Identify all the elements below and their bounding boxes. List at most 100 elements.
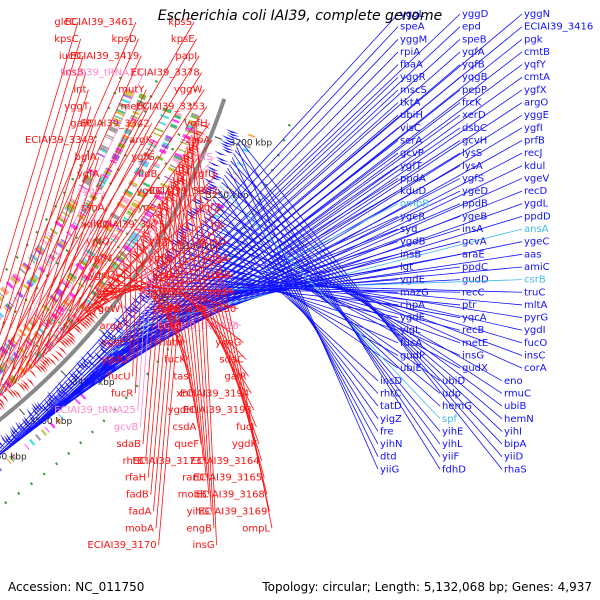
gene-label: tas — [173, 371, 188, 382]
gene-leader-line — [225, 171, 503, 432]
feature-block — [80, 207, 89, 215]
gene-label: kpsC — [54, 34, 78, 45]
reverse-gene-arrow — [115, 272, 127, 281]
feature-block — [109, 265, 118, 272]
forward-gene-arrow — [216, 159, 230, 166]
gene-leader-line — [0, 55, 84, 337]
gene-leader-line — [176, 169, 207, 478]
gene-label: lysS — [462, 148, 482, 159]
forward-gene-arrow — [185, 212, 199, 220]
feature-block — [70, 225, 77, 231]
gene-leader-line — [186, 146, 212, 512]
feature-block — [114, 115, 124, 121]
gene-leader-line — [110, 203, 399, 354]
feature-block — [242, 147, 250, 153]
gene-leader-line — [211, 202, 503, 394]
gene-leader-line — [0, 21, 79, 284]
gene-label: int — [73, 85, 86, 96]
feature-block — [111, 121, 121, 127]
reverse-gene-arrow — [158, 201, 172, 208]
gene-label: ECIAI39_tRNA27 — [60, 68, 142, 79]
gene-leader-line — [116, 270, 126, 326]
feature-block — [78, 184, 88, 190]
feature-block — [0, 287, 8, 296]
feature-block — [114, 148, 123, 154]
feature-block — [115, 111, 125, 117]
reverse-gene-arrow — [66, 333, 77, 344]
gene-leader-line — [217, 188, 379, 419]
gene-label: ECIAI39_tRNA26 — [157, 321, 239, 332]
feature-block — [117, 144, 125, 150]
gene-leader-line — [155, 138, 191, 529]
feature-block — [108, 127, 118, 134]
feature-block — [137, 193, 145, 198]
feature-block — [57, 216, 67, 224]
gene-label: yggL — [400, 9, 425, 20]
gene-label: ygdB — [400, 237, 426, 248]
forward-gene-arrow — [194, 206, 208, 213]
gene-leader-line — [222, 178, 379, 432]
gene-leader-line — [148, 221, 252, 394]
forward-gene-arrow — [106, 332, 117, 342]
gene-leader-line — [105, 190, 461, 359]
gene-label: fucU — [108, 371, 131, 382]
gene-label: ygdI — [524, 325, 546, 336]
feature-block — [87, 295, 95, 302]
forward-gene-arrow — [119, 315, 131, 325]
gene-label: gcvH — [462, 135, 487, 146]
gene-leader-line — [221, 181, 503, 420]
gene-label: gudX — [462, 363, 488, 374]
gene-leader-line — [236, 146, 379, 470]
gene-label: speB — [462, 34, 487, 45]
feature-block — [9, 277, 18, 285]
gene-label: ygfS — [462, 173, 484, 184]
gene-leader-line — [234, 150, 503, 457]
gene-leader-line — [101, 290, 120, 293]
gene-leader-line — [115, 203, 523, 348]
feature-block — [155, 155, 164, 161]
gene-leader-line — [8, 106, 150, 390]
reverse-gene-arrow — [65, 336, 76, 346]
gene-label: ubiH — [400, 110, 423, 121]
reverse-gene-arrow — [88, 310, 99, 320]
gene-leader-line — [74, 224, 226, 325]
gene-label: ppdC — [462, 262, 488, 273]
reverse-gene-arrow — [19, 381, 30, 393]
reverse-gene-arrow — [139, 238, 152, 246]
gene-label: xni — [176, 388, 191, 399]
feature-block — [122, 246, 131, 253]
feature-block — [109, 159, 117, 164]
gene-label: mltA — [524, 300, 547, 311]
gene-leader-line — [51, 190, 105, 349]
forward-gene-arrow — [211, 173, 224, 180]
gene-leader-line — [141, 232, 249, 377]
gene-leader-line — [122, 215, 523, 339]
forward-gene-arrow — [31, 402, 41, 414]
feature-block — [152, 164, 160, 169]
gene-label: yggW — [174, 85, 203, 96]
feature-block — [72, 221, 80, 227]
gene-leader-line — [193, 130, 273, 529]
gene-label: ECIAI39_3168 — [196, 490, 265, 501]
feature-block — [198, 240, 205, 245]
gene-label: kdul — [524, 161, 545, 172]
feature-block — [80, 256, 90, 264]
gene-leader-line — [0, 72, 203, 392]
gene-leader-line — [127, 228, 461, 333]
gene-label: yqcA — [462, 313, 487, 324]
gene-label: yihI — [504, 426, 522, 437]
gene-label: engB — [186, 523, 212, 534]
gene-label: tktA — [400, 98, 421, 109]
gene-label: insA — [462, 224, 483, 235]
feature-block — [130, 233, 139, 240]
feature-block — [119, 197, 129, 205]
forward-gene-arrow — [113, 325, 124, 335]
gene-label: ygeR — [400, 211, 425, 222]
gene-label: ygfX — [524, 85, 547, 96]
feature-block — [58, 214, 68, 222]
feature-block — [46, 233, 54, 240]
reverse-gene-arrow — [176, 176, 189, 183]
gene-leader-line — [14, 123, 94, 384]
feature-block — [81, 278, 88, 284]
forward-gene-arrow — [156, 263, 169, 272]
